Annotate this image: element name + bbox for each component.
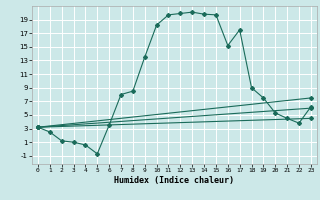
X-axis label: Humidex (Indice chaleur): Humidex (Indice chaleur) — [115, 176, 234, 185]
